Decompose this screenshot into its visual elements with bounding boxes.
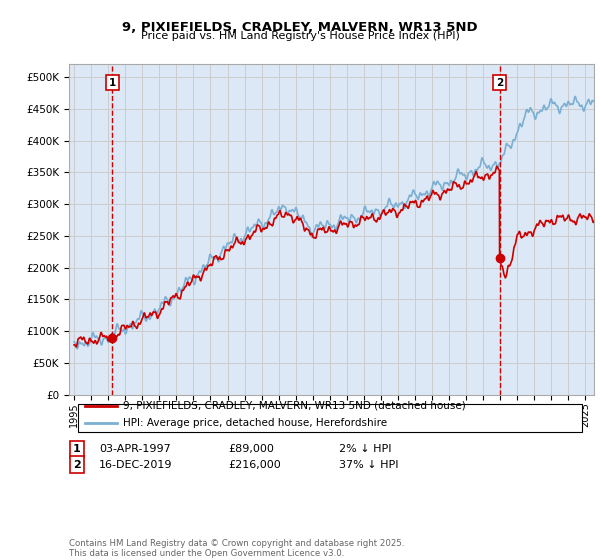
Text: Contains HM Land Registry data © Crown copyright and database right 2025.
This d: Contains HM Land Registry data © Crown c… — [69, 539, 404, 558]
Text: 37% ↓ HPI: 37% ↓ HPI — [339, 460, 398, 470]
Text: 1: 1 — [109, 78, 116, 87]
Text: 9, PIXIEFIELDS, CRADLEY, MALVERN, WR13 5ND (detached house): 9, PIXIEFIELDS, CRADLEY, MALVERN, WR13 5… — [123, 401, 466, 411]
Text: £216,000: £216,000 — [228, 460, 281, 470]
Text: 03-APR-1997: 03-APR-1997 — [99, 444, 171, 454]
Text: HPI: Average price, detached house, Herefordshire: HPI: Average price, detached house, Here… — [123, 418, 387, 428]
Text: 2% ↓ HPI: 2% ↓ HPI — [339, 444, 391, 454]
Text: Price paid vs. HM Land Registry's House Price Index (HPI): Price paid vs. HM Land Registry's House … — [140, 31, 460, 41]
Text: 9, PIXIEFIELDS, CRADLEY, MALVERN, WR13 5ND: 9, PIXIEFIELDS, CRADLEY, MALVERN, WR13 5… — [122, 21, 478, 34]
Text: 2: 2 — [496, 78, 503, 87]
Text: 2: 2 — [73, 460, 80, 470]
Text: £89,000: £89,000 — [228, 444, 274, 454]
Text: 1: 1 — [73, 444, 80, 454]
Text: 16-DEC-2019: 16-DEC-2019 — [99, 460, 173, 470]
